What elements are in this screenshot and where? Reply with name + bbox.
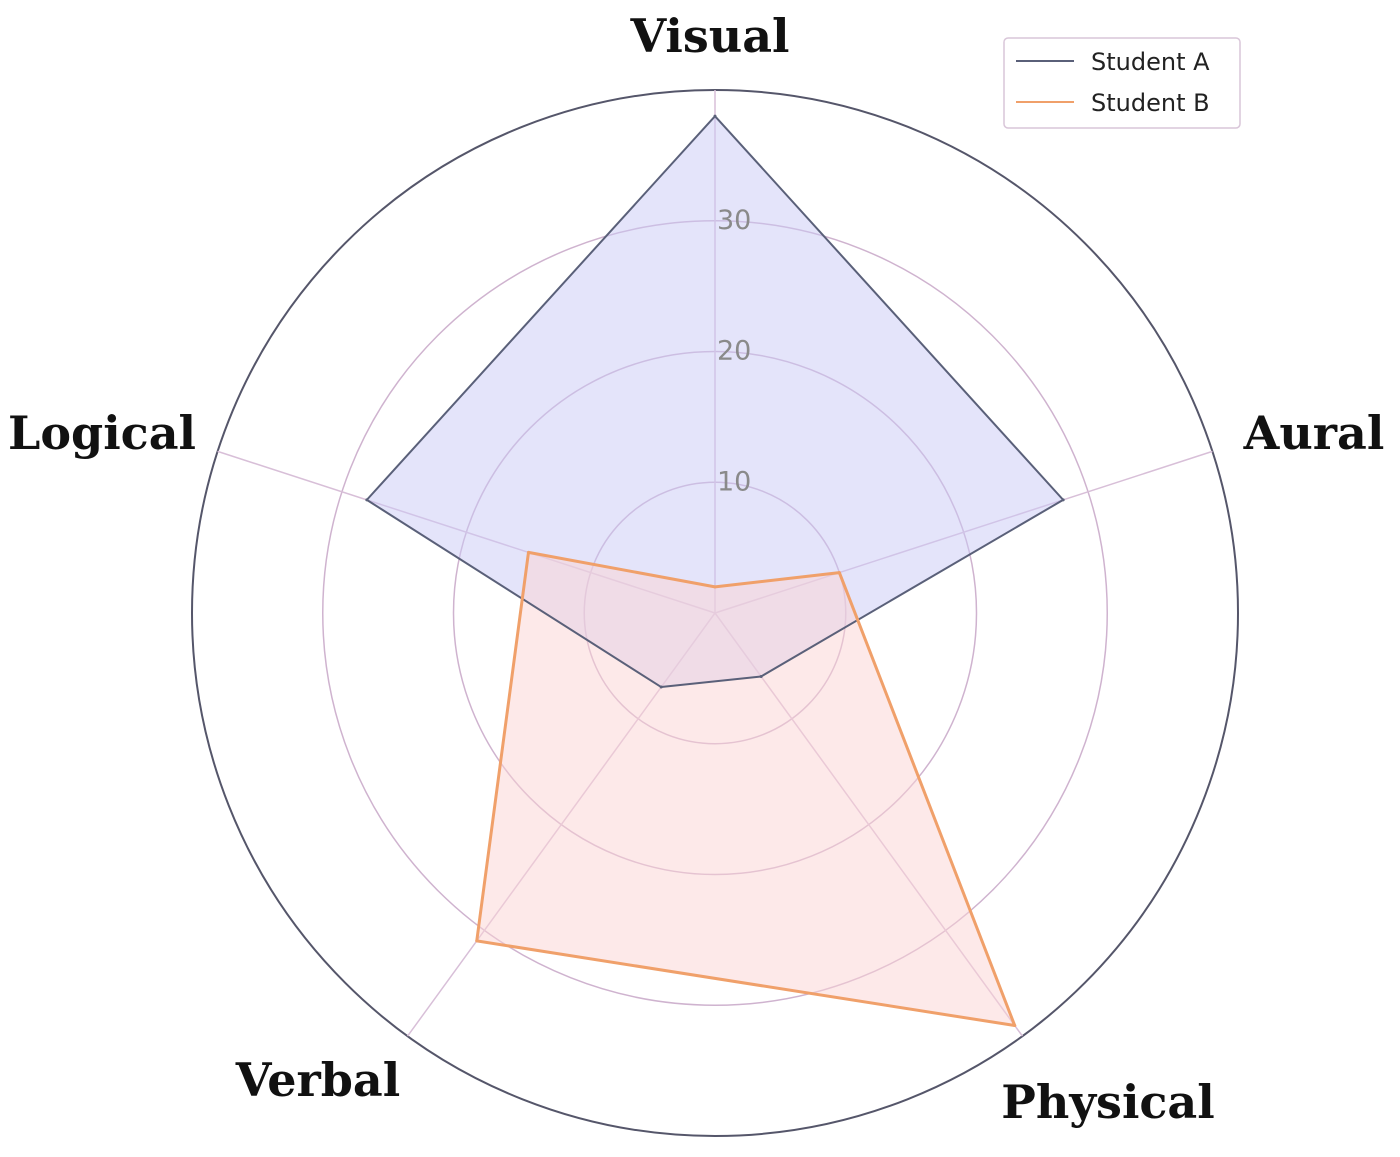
- legend-label-student-b: Student B: [1091, 89, 1210, 117]
- point-student-a-visual: [713, 114, 717, 118]
- series-line-student-b: [475, 550, 1017, 1028]
- series-area-student-a: [366, 116, 1064, 688]
- legend-label-student-a: Student A: [1091, 48, 1210, 76]
- axis-label-visual: Visual: [630, 9, 790, 63]
- axis-label-verbal: Verbal: [235, 1053, 400, 1107]
- radial-ticks: 10 20 30: [717, 205, 751, 498]
- series-line-student-a: [365, 115, 1065, 689]
- axis-label-logical: Logical: [8, 406, 196, 460]
- point-student-b-visual: [713, 585, 717, 589]
- legend: Student A Student B: [1003, 37, 1241, 129]
- axis-labels: Visual Aural Physical Verbal Logical: [8, 9, 1384, 1129]
- point-student-b-aural: [837, 571, 841, 575]
- axis-label-aural: Aural: [1243, 406, 1385, 460]
- point-student-a-logical: [365, 498, 369, 502]
- tick-label-20: 20: [717, 336, 751, 367]
- point-student-a-aural: [1061, 498, 1065, 502]
- point-student-b-physical: [1013, 1024, 1017, 1028]
- axis-label-physical: Physical: [1001, 1075, 1214, 1129]
- tick-label-10: 10: [717, 466, 751, 497]
- series-area-student-b: [476, 552, 1015, 1026]
- point-student-b-logical: [526, 550, 530, 554]
- series: [365, 114, 1065, 1028]
- point-student-b-verbal: [475, 939, 479, 943]
- point-student-a-physical: [759, 674, 763, 678]
- point-student-a-verbal: [659, 685, 663, 689]
- tick-label-30: 30: [717, 205, 751, 236]
